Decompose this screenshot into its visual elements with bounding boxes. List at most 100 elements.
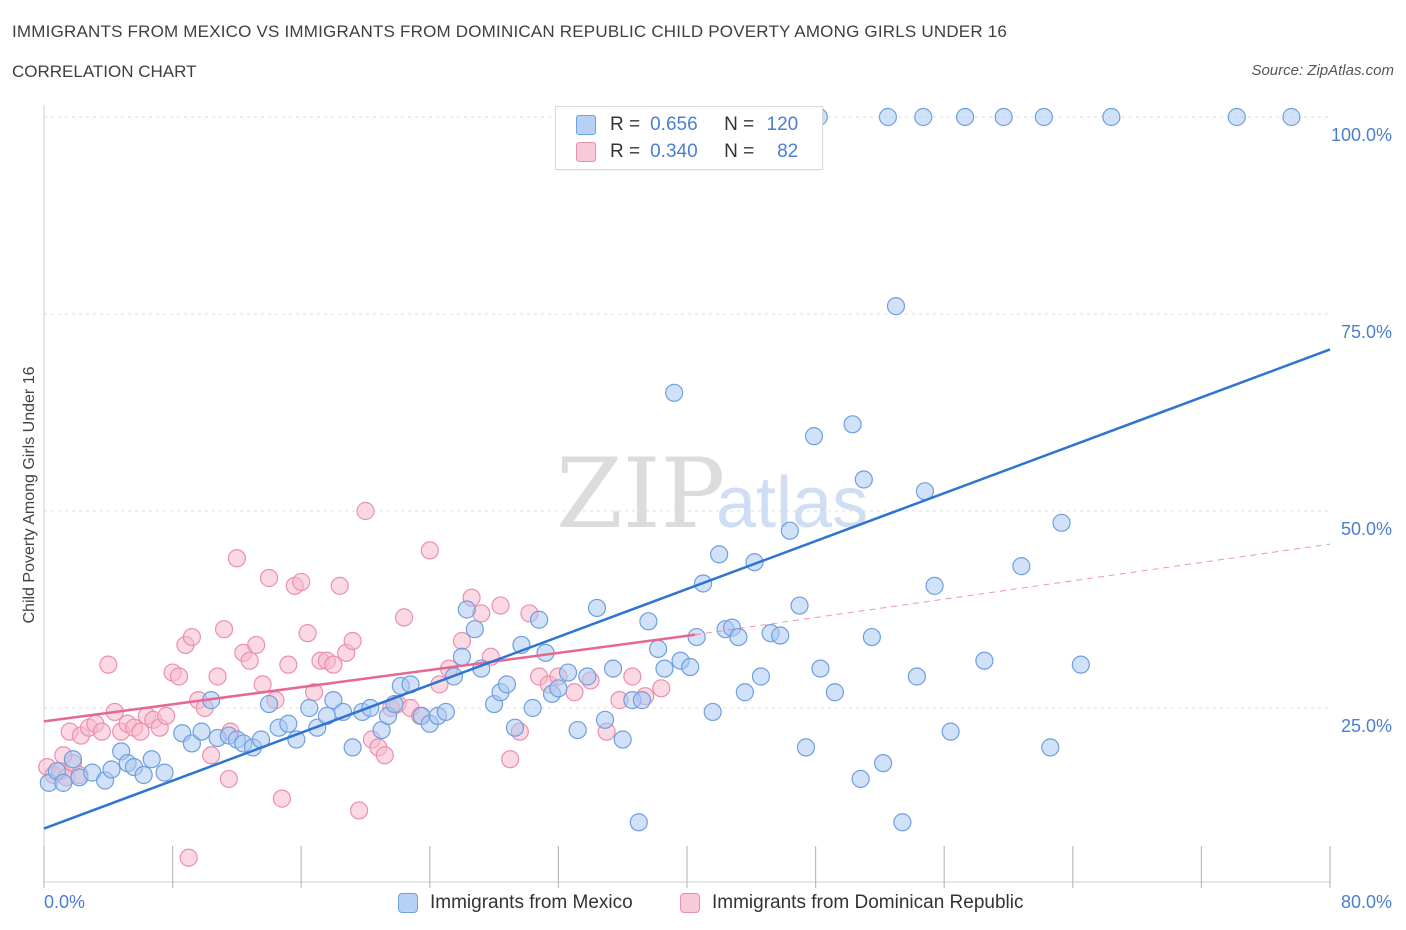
dr-point: [330, 576, 349, 595]
dr-trend-line: [43, 633, 696, 723]
mexico-point: [102, 760, 121, 779]
mexico-point: [804, 427, 824, 446]
mexico-point: [825, 683, 844, 702]
dr-point: [298, 624, 317, 643]
mexico-point: [549, 679, 568, 698]
mexico-point: [192, 722, 211, 741]
dr-point: [227, 549, 246, 568]
watermark: ZIP atlas: [556, 438, 868, 550]
trend-lines: [43, 348, 1331, 830]
dr-point: [240, 651, 259, 670]
stats-row-mexico: R = 0.656 N = 120: [576, 113, 798, 137]
dr-point: [375, 746, 394, 765]
mexico-point: [279, 714, 298, 733]
mexico-point: [632, 691, 652, 710]
mexico-point: [505, 718, 525, 737]
dr-point: [92, 722, 111, 741]
dr-point: [157, 706, 176, 725]
n-value: 82: [777, 141, 799, 162]
r-label: R =: [610, 114, 641, 135]
mexico-point: [1034, 107, 1053, 127]
mexico-point: [63, 750, 83, 769]
dr-point: [99, 655, 118, 674]
mexico-point: [941, 722, 960, 741]
mexico-point: [324, 691, 343, 710]
y-tick-label: 100.0%: [1331, 125, 1392, 145]
mexico-point: [648, 639, 668, 659]
mexico-point: [851, 769, 870, 789]
mexico-point: [811, 659, 830, 678]
n-label: N =: [724, 114, 755, 135]
dr-point: [182, 627, 201, 647]
mexico-point: [134, 765, 153, 785]
mexico-point: [874, 754, 893, 773]
mexico-point: [703, 702, 722, 722]
y-tick-label: 75.0%: [1341, 322, 1392, 342]
x-tick-label: 80.0%: [1341, 892, 1392, 912]
mexico-point: [578, 667, 597, 686]
mexico-point: [1012, 557, 1031, 576]
mexico-point: [665, 383, 684, 402]
mexico-point: [771, 626, 790, 645]
mexico-point: [862, 627, 881, 647]
dominican-republic-swatch: [576, 142, 596, 162]
watermark-zip: ZIP: [556, 438, 725, 550]
mexico-point: [182, 734, 201, 753]
mexico-point: [497, 675, 517, 694]
dr-point: [420, 541, 439, 560]
mexico-point: [523, 698, 542, 718]
dr-point: [349, 801, 369, 820]
dr-point: [501, 750, 520, 769]
dr-point: [279, 655, 298, 674]
dr-point: [272, 789, 292, 808]
mexico-point: [587, 598, 607, 618]
r-value: 0.340: [650, 141, 698, 162]
mexico-point: [343, 738, 362, 757]
mexico-point: [1227, 107, 1246, 127]
mexico-point: [142, 750, 161, 769]
dr-point: [623, 667, 642, 686]
mexico-point: [558, 663, 578, 682]
dr-point: [219, 769, 238, 789]
mexico-point: [796, 738, 816, 757]
dr-point: [652, 679, 671, 698]
mexico-point: [854, 470, 873, 489]
chart-subtitle: CORRELATION CHART: [12, 62, 197, 81]
legend-label: Immigrants from Mexico: [430, 892, 633, 913]
source-credit: Source: ZipAtlas.com: [1251, 62, 1394, 79]
mexico-point: [452, 647, 472, 666]
dr-point: [208, 667, 227, 686]
stats-row-dominican-republic: R = 0.340 N = 82: [576, 140, 798, 164]
mexico-point: [436, 702, 455, 722]
grid-layer: [44, 116, 1330, 709]
legend-label: Immigrants from Dominican Republic: [712, 892, 1024, 913]
axis-layer: [43, 105, 1331, 888]
mexico-point: [681, 657, 700, 677]
chart-title: IMMIGRANTS FROM MEXICO VS IMMIGRANTS FRO…: [12, 22, 1008, 41]
mexico-point: [914, 107, 933, 127]
dr-point: [343, 631, 362, 651]
mexico-point: [925, 576, 944, 595]
dr-trend-extension: [694, 543, 1331, 636]
mexico-point: [457, 600, 476, 619]
dr-point: [169, 667, 189, 686]
tick-labels: 25.0% 50.0% 75.0% 100.0% 0.0% 80.0%: [44, 125, 1392, 912]
dr-point: [259, 568, 279, 588]
mexico-point: [710, 545, 729, 564]
mexico-point: [595, 710, 615, 729]
dr-point: [214, 620, 234, 639]
y-axis-label: Child Poverty Among Girls Under 16: [21, 366, 38, 623]
mexico-point: [1052, 513, 1071, 532]
mexico-point: [735, 683, 754, 702]
r-value: 0.656: [650, 114, 698, 135]
mexico-point: [886, 297, 906, 316]
legend-item-dominican-republic[interactable]: Immigrants from Dominican Republic: [680, 890, 1024, 916]
mexico-point: [994, 107, 1013, 127]
mexico-point: [259, 694, 279, 714]
mexico-point: [629, 813, 648, 832]
mexico-swatch: [576, 115, 596, 135]
legend-item-mexico[interactable]: Immigrants from Mexico: [398, 890, 633, 916]
mexico-point: [639, 612, 658, 631]
mexico-point: [465, 620, 484, 639]
